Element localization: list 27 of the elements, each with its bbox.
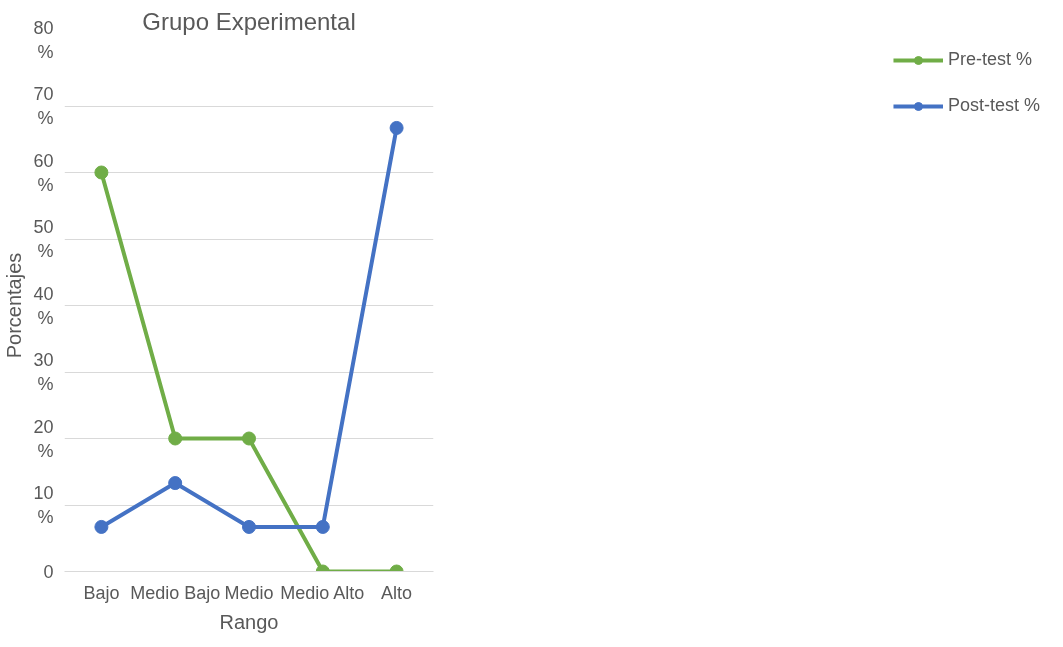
point <box>94 519 109 534</box>
y-tick-label: 30 % <box>33 350 54 394</box>
y-axis-title: Porcentajes <box>3 252 26 359</box>
y-tick-label: 60 % <box>33 150 54 195</box>
point <box>315 519 330 534</box>
y-tick-label: 0 <box>43 561 54 582</box>
point <box>242 519 256 534</box>
x-tick-label: Medio Bajo <box>130 582 221 603</box>
point <box>94 165 109 180</box>
x-axis-title: Rango <box>219 610 279 633</box>
point <box>389 120 404 135</box>
x-tick-label: Medio <box>224 582 274 603</box>
y-tick-label: 20 % <box>33 416 54 461</box>
legend-label: Pre-test % <box>947 49 1032 70</box>
y-tick-label: 50 % <box>33 217 54 261</box>
chart-title: Grupo Experimental <box>142 7 356 35</box>
point <box>168 476 183 491</box>
point <box>168 431 183 446</box>
x-tick-label: Medio Alto <box>280 582 365 603</box>
point <box>242 431 256 446</box>
legend-label: Post-test % <box>947 95 1040 116</box>
y-tick-label: 10 % <box>33 483 54 527</box>
y-tick-label: 80 % <box>33 17 54 62</box>
x-tick-label: Alto <box>381 582 413 603</box>
y-tick-label: 40 % <box>33 283 54 328</box>
x-tick-label: Bajo <box>83 582 120 603</box>
y-tick-label: 70 % <box>33 84 54 128</box>
